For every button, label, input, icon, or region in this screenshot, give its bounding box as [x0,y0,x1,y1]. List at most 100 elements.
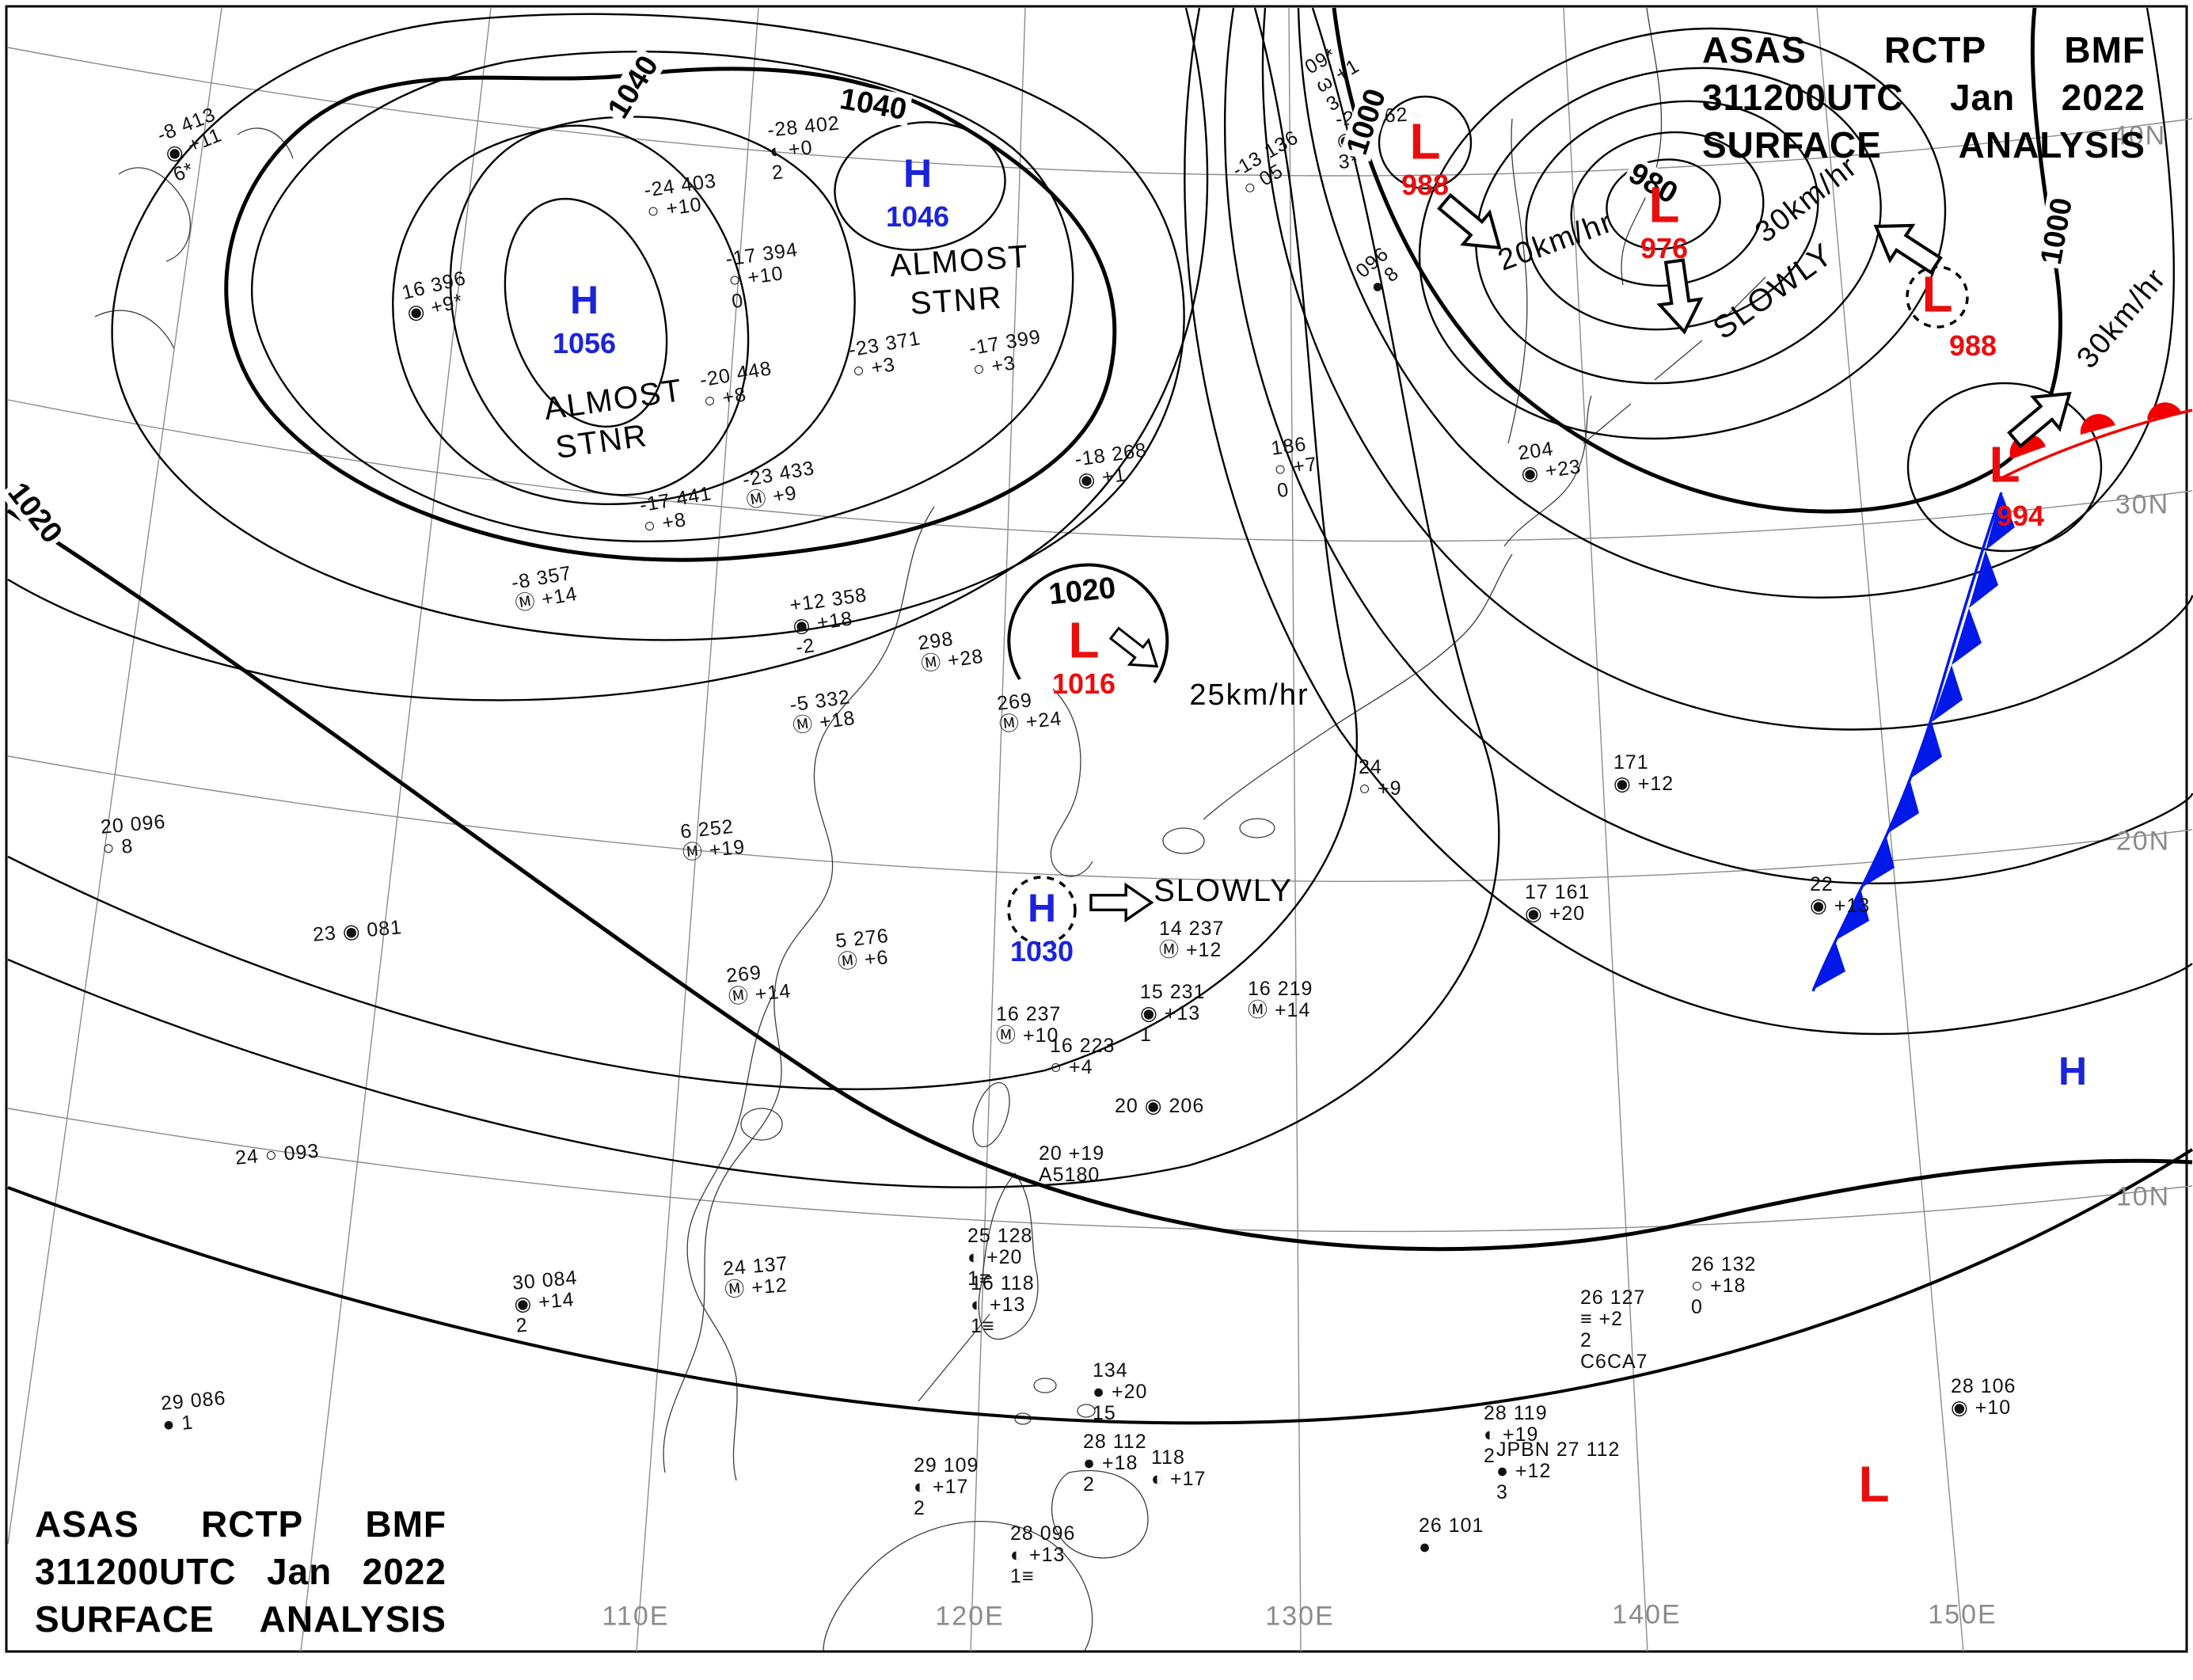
station-plot-line: 14 237 [1159,918,1225,940]
station-plot-line: ◐ +20 [967,1246,1023,1268]
title-word: Jan [266,1551,333,1592]
station-plot-line: ○ +18 [1691,1275,1746,1297]
pressure-center-value: 994 [1996,500,2045,532]
graticule-label: 120E [935,1601,1005,1632]
dashed-center-circles [1007,265,1969,945]
station-plot-line: 2 [1083,1473,1095,1496]
title-word: ANALYSIS [1958,124,2145,165]
station-plot-line: 0 [1691,1296,1703,1318]
title-word: 311200UTC [1702,77,1904,118]
pressure-center-letter: H [2058,1049,2088,1094]
graticule-label: 20N [2115,826,2171,857]
station-plot-line: Ⓜ +12 [1159,939,1222,961]
station-plot: 25 128 ◐ +20 1≡ [967,1226,1032,1290]
station-plot: 171 ◉ +12 [1613,752,1674,795]
title-line-1: ASAS RCTP BMF [35,1504,447,1544]
station-plot: 20 +19 A5180 [1039,1143,1104,1186]
station-plot: 269 Ⓜ +14 [725,960,792,1008]
motion-label: SLOWLY [1154,873,1293,908]
graticule-label: 30N [2115,489,2170,520]
station-plot-line: 2 [1484,1445,1496,1467]
title-word: SURFACE [35,1598,215,1640]
station-plot-line: ◐ +17 [914,1476,969,1498]
graticule-label: 140E [1612,1599,1682,1630]
station-plot-line: 2 [1580,1329,1592,1351]
pressure-center-letter: L [1068,611,1100,669]
graticule-label: 40N [2111,120,2167,151]
station-plot: 204 ◉ +23 [1517,435,1583,486]
station-plot: JPBN 27 112 ● +12 3 [1496,1439,1620,1503]
station-plot: 26 101 ● [1419,1515,1484,1558]
pressure-center-value: 976 [1640,232,1689,264]
pressure-center-letter: L [1921,265,1953,323]
station-plot: 5 276 Ⓜ +6 [834,925,892,974]
station-plot: 28 106 ◉ +10 [1951,1376,2016,1419]
pressure-center-value: 1056 [552,327,617,359]
station-plot: 16 237 Ⓜ +10 [996,1004,1061,1047]
title-word: SURFACE [1702,124,1882,165]
station-plot: +12 358 ◉ +18 -2 [789,583,874,659]
station-plot: 16 219 Ⓜ +14 [1248,979,1313,1021]
station-plot-line: ◐ +17 [1151,1468,1207,1490]
station-plot-line: 16 223 [1050,1035,1116,1057]
station-plot-line: ◉ +12 [1613,773,1674,795]
station-plot: 29 109 ◐ +17 2 [914,1455,979,1519]
station-plot-line: 16 118 [971,1272,1035,1294]
station-plot-line: 25 128 [967,1225,1033,1247]
title-word: ANALYSIS [259,1598,447,1640]
graticule [7,7,2193,1652]
station-plot-line: ● +12 [1496,1460,1552,1482]
title-line-1: ASAS RCTP BMF [1702,30,2145,70]
station-plot-line: 28 106 [1951,1375,2016,1397]
station-plot-line: ◉ +20 [1525,903,1586,925]
station-plot-line: 2 [914,1497,925,1519]
station-plot: -5 332 Ⓜ +18 [789,686,857,737]
station-plot-line: 26 132 [1691,1253,1757,1275]
station-plot-line: C6CA7 [1580,1351,1648,1373]
station-plot: 16 223 ○ +4 [1050,1036,1115,1078]
station-plot-line: 29 109 [914,1454,979,1477]
isobar-value-label: 1020 [1043,572,1121,611]
station-plot-line: ≡ +2 [1580,1308,1624,1330]
station-plot: 24 137 Ⓜ +12 [722,1252,791,1302]
station-plot-line: 118 [1151,1446,1185,1469]
station-plot-line: 22 [1810,873,1834,895]
station-plot-line: 26 101 [1419,1515,1484,1537]
pressure-center-value: 988 [1401,169,1450,201]
title-line-2: 311200UTC Jan 2022 [35,1552,447,1591]
title-word: ASAS [1702,29,1807,70]
station-plot: 22 ◉ +13 [1810,874,1870,917]
title-word: 2022 [2061,77,2145,118]
motion-label: STNR [909,279,1004,322]
station-plot-line: ◉ +13 [1810,895,1871,917]
station-plot: 26 132 ○ +18 0 [1691,1254,1756,1318]
title-word: 2022 [362,1551,447,1592]
station-plot-line: 15 231 [1140,981,1206,1003]
station-plot-line: ◐ +19 [1484,1423,1539,1446]
station-plot-line: JPBN 27 112 [1496,1439,1621,1461]
pressure-center-letter: H [1027,886,1057,931]
station-plot-line: 20 +19 [1039,1142,1105,1165]
title-word: Jan [1949,77,2016,118]
station-plot: 28 096 ◐ +13 1≡ [1010,1523,1075,1587]
station-plot-line: 134 [1093,1359,1128,1382]
station-plot-line: 28 112 [1083,1431,1147,1453]
pressure-center-letter: L [1648,176,1680,234]
station-plot: 17 161 ◉ +20 [1525,882,1590,925]
arrow-icon [1089,884,1154,922]
pressure-center-value: 988 [1948,329,1997,362]
graticule-label: 150E [1928,1599,1997,1630]
pressure-center-letter: L [1858,1455,1890,1513]
station-plot: 24 ○ +9 [1359,757,1402,800]
station-plot-line: 15 [1093,1402,1116,1424]
title-word: 311200UTC [35,1551,237,1592]
station-plot-line: 16 237 [996,1003,1062,1025]
station-plot-line: ● +18 [1083,1452,1138,1474]
coastlines [94,7,1766,1651]
station-plot-line: 28 096 [1010,1522,1076,1545]
station-plot-line: 171 [1613,751,1649,773]
station-plot-line: 1 [1140,1024,1152,1046]
station-plot-line: 28 119 [1484,1402,1548,1424]
graticule-label: 130E [1265,1601,1335,1632]
